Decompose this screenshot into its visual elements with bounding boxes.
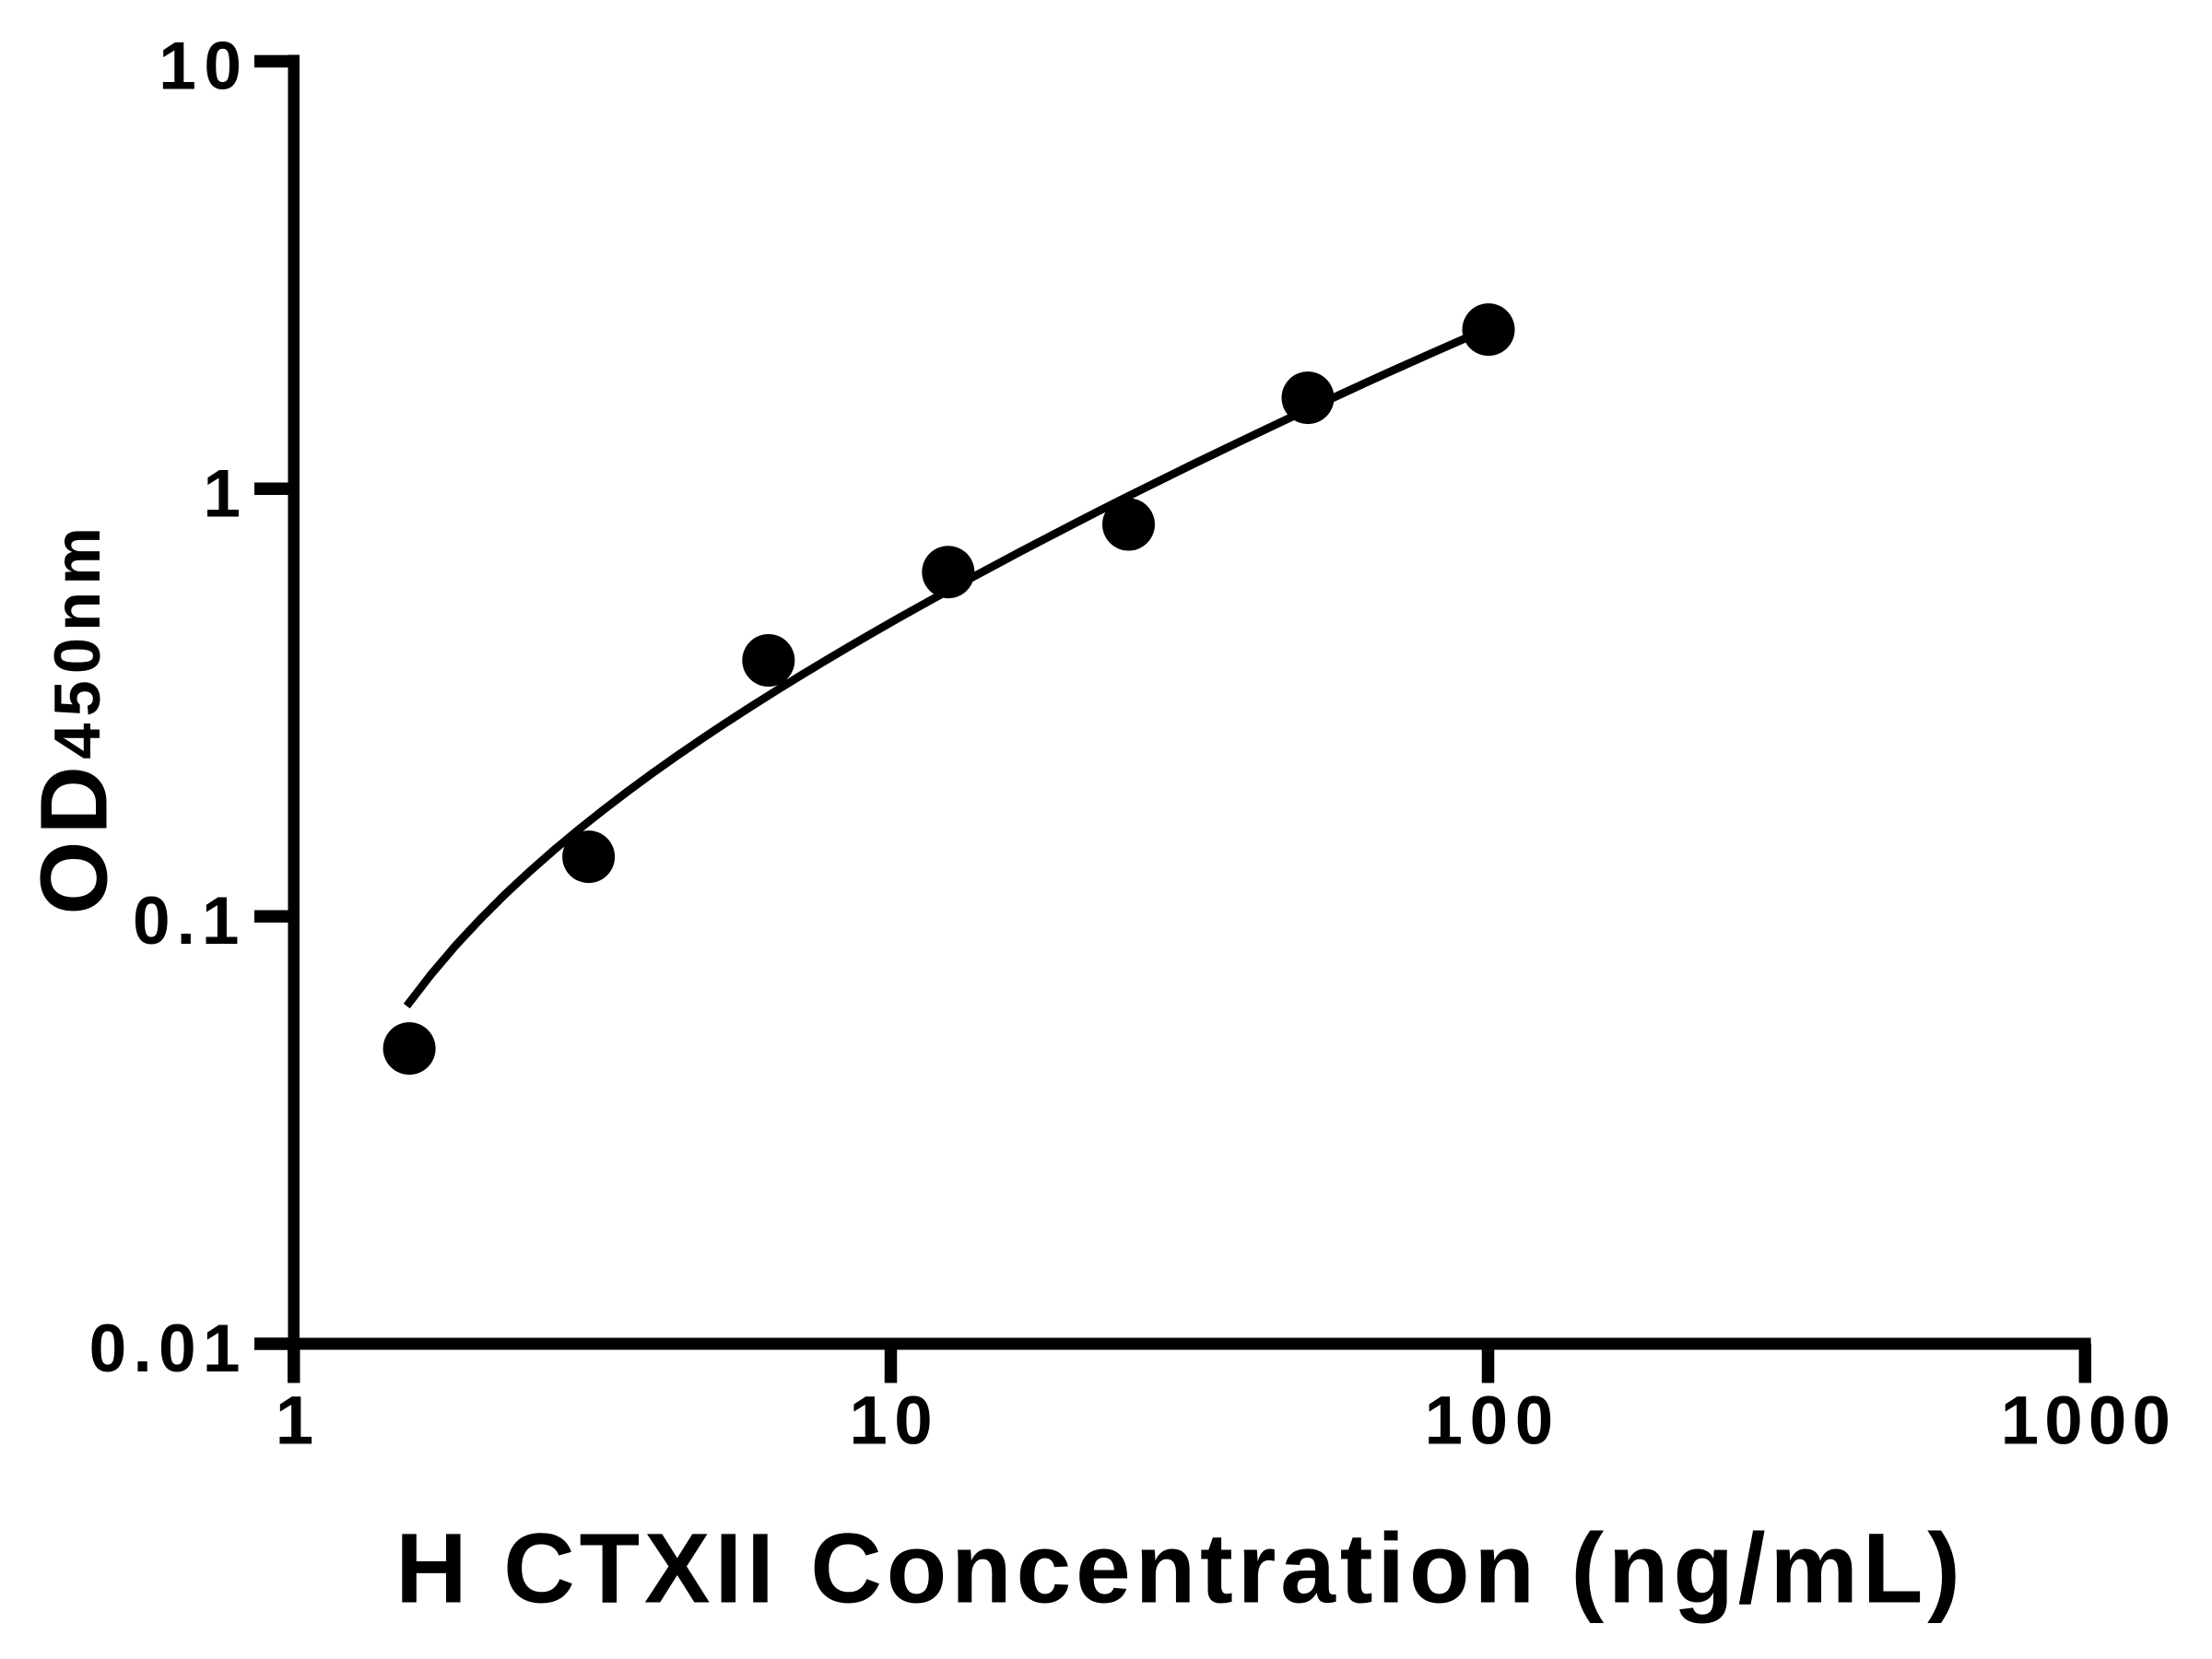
svg-text:0.01: 0.01 (89, 1312, 247, 1386)
svg-text:H CTXII Concentration (ng/mL): H CTXII Concentration (ng/mL) (395, 1513, 1965, 1624)
svg-text:100: 100 (1424, 1382, 1559, 1459)
svg-text:1: 1 (276, 1382, 313, 1459)
svg-text:1000: 1000 (2001, 1382, 2177, 1459)
svg-text:10: 10 (159, 29, 249, 104)
svg-text:10: 10 (849, 1382, 939, 1459)
svg-text:0.1: 0.1 (133, 884, 245, 959)
svg-text:1: 1 (203, 456, 241, 531)
